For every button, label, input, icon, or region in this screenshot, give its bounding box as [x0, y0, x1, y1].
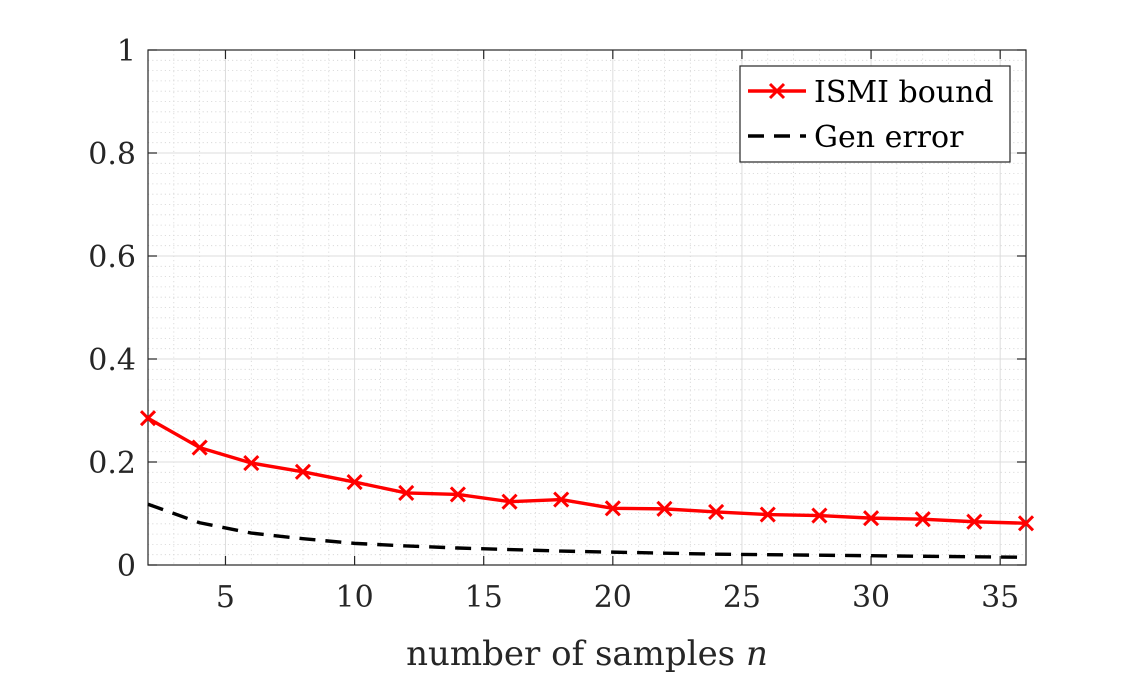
marker-stroke: [811, 507, 828, 524]
data-point: [294, 463, 312, 480]
data-point: [811, 507, 828, 524]
marker-stroke: [294, 463, 312, 480]
legend-label: ISMI bound: [814, 75, 994, 110]
y-tick-label: 0.2: [88, 446, 136, 481]
data-point: [1017, 515, 1035, 532]
plot-area: [147, 49, 1027, 566]
legend-marker: [768, 82, 786, 100]
data-point: [346, 474, 363, 491]
x-tick-label: 5: [216, 580, 235, 615]
data-point: [398, 484, 415, 501]
y-tick-label: 0.4: [88, 343, 136, 378]
marker-stroke: [759, 506, 776, 523]
series-line: [147, 416, 1027, 525]
data-point: [914, 511, 931, 528]
x-tick-label: 15: [465, 580, 503, 615]
marker-stroke: [139, 410, 157, 427]
y-tick-label: 0.6: [88, 240, 136, 275]
data-point: [604, 500, 621, 517]
legend-box: [739, 65, 1011, 163]
data-point: [966, 513, 983, 530]
y-tick-label: 0.8: [88, 137, 136, 172]
marker-stroke: [914, 511, 931, 528]
marker-stroke: [191, 439, 208, 456]
marker-stroke: [553, 491, 570, 508]
series-ismi-bound: [139, 410, 1035, 532]
marker-stroke: [966, 513, 983, 530]
marker-stroke: [398, 484, 415, 501]
data-point: [656, 500, 673, 517]
data-point: [449, 486, 466, 503]
x-tick-label: 35: [981, 580, 1019, 615]
marker-stroke: [449, 486, 466, 503]
marker-stroke: [656, 500, 673, 517]
series-layer: [139, 410, 1035, 559]
series-gen-error: [147, 502, 1027, 559]
x-tick-label: 10: [335, 580, 373, 615]
marker-stroke: [862, 510, 880, 527]
data-point: [243, 454, 260, 472]
marker-stroke: [1017, 515, 1035, 532]
x-tick-label: 30: [852, 580, 890, 615]
x-tick-label: 20: [594, 580, 632, 615]
x-axis-title: number of samples n: [406, 634, 768, 674]
legend-item: ISMI bound: [748, 75, 994, 110]
data-point: [862, 510, 880, 527]
y-tick-label: 1: [117, 34, 136, 69]
legend-item: Gen error: [748, 120, 964, 155]
data-point: [191, 439, 208, 456]
legend-label: Gen error: [814, 120, 964, 155]
y-tick-label: 0: [117, 549, 136, 584]
data-point: [139, 410, 157, 427]
x-tick-label: 25: [723, 580, 761, 615]
marker-stroke: [243, 454, 260, 472]
data-point: [553, 491, 570, 508]
marker-stroke: [501, 493, 518, 510]
legend: ISMI bound Gen error: [739, 65, 1011, 163]
data-point: [708, 503, 725, 521]
marker-stroke: [346, 474, 363, 491]
marker-stroke: [604, 500, 621, 517]
data-point: [501, 493, 518, 510]
series-line: [147, 502, 1027, 559]
marker-stroke: [708, 503, 725, 521]
data-point: [759, 506, 776, 523]
ticks: 5 10 15 20 25 30 35 0 0.2 0.4 0.6 0.8 1: [88, 34, 1026, 615]
